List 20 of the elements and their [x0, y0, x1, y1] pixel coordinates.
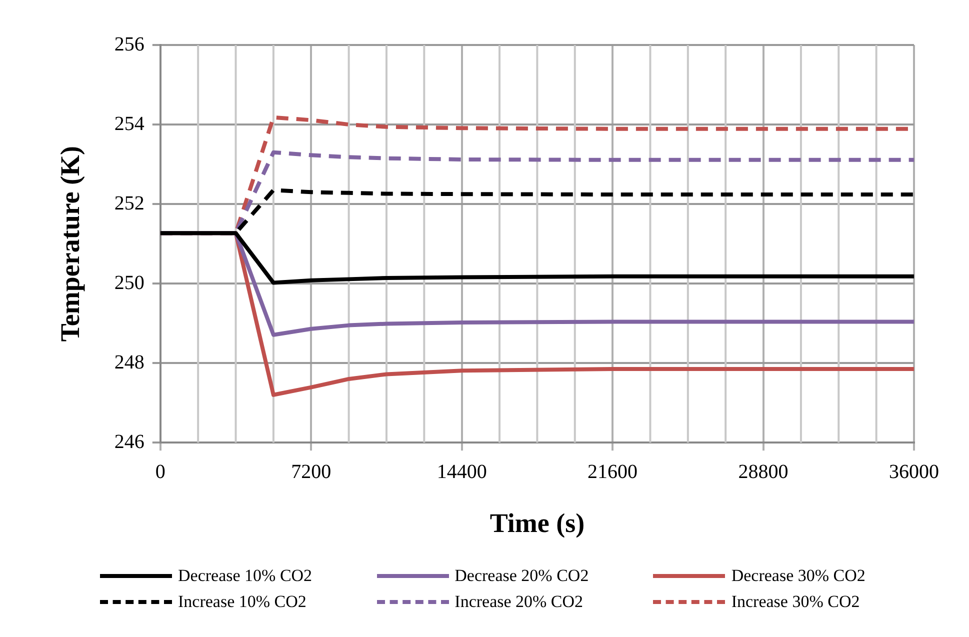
- x-tick-label: 21600: [588, 460, 638, 483]
- x-tick-label: 36000: [889, 460, 939, 483]
- legend-label: Decrease 20% CO2: [454, 566, 589, 586]
- y-tick-label: 246: [114, 430, 144, 453]
- x-tick-label: 7200: [291, 460, 332, 483]
- x-tick-label: 14400: [436, 460, 487, 483]
- legend-label: Increase 20% CO2: [454, 592, 584, 612]
- legend-label: Increase 30% CO2: [731, 592, 860, 612]
- legend-label: Decrease 10% CO2: [178, 566, 312, 586]
- legend-label: Increase 10% CO2: [178, 592, 306, 612]
- legend-label: Decrease 30% CO2: [731, 566, 866, 586]
- y-tick-label: 254: [114, 112, 144, 135]
- y-tick-label: 256: [114, 33, 144, 56]
- y-tick-label: 252: [114, 192, 144, 214]
- y-tick-label: 250: [114, 272, 144, 294]
- x-axis-title: Time (s): [490, 508, 585, 538]
- y-tick-label: 248: [114, 351, 144, 374]
- y-axis-title: Temperature (K): [55, 146, 86, 342]
- x-tick-label: 0: [155, 460, 166, 483]
- x-tick-label: 28800: [738, 460, 788, 483]
